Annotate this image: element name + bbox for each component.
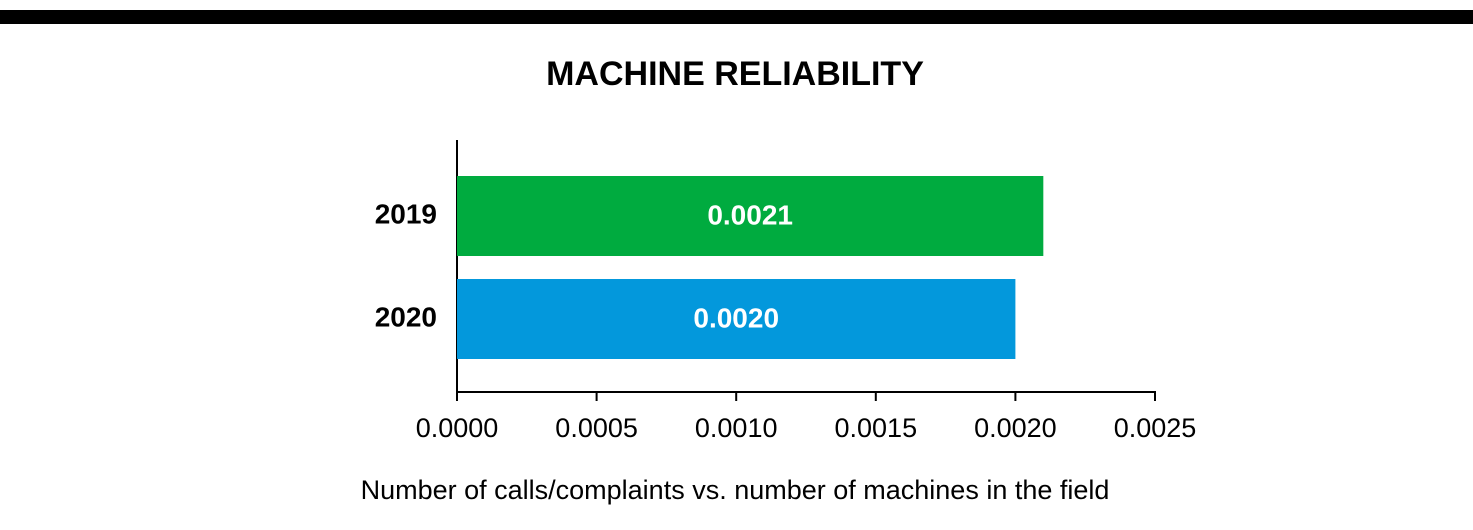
y-tick-label: 2019	[375, 198, 437, 229]
bar-value-label: 0.0020	[693, 302, 779, 333]
x-tick-label: 0.0025	[1114, 413, 1197, 443]
y-tick-label: 2020	[375, 301, 437, 332]
bar	[457, 279, 1016, 359]
x-tick-label: 0.0015	[835, 413, 918, 443]
top-band	[0, 10, 1473, 24]
x-tick-label: 0.0010	[695, 413, 778, 443]
x-tick-label: 0.0005	[555, 413, 638, 443]
bar	[457, 176, 1044, 256]
x-tick-label: 0.0020	[974, 413, 1057, 443]
x-axis-label: Number of calls/complaints vs. number of…	[361, 475, 1110, 505]
bar-value-label: 0.0021	[707, 199, 793, 230]
x-tick-label: 0.0000	[416, 413, 499, 443]
chart-title: MACHINE RELIABILITY	[546, 55, 924, 93]
